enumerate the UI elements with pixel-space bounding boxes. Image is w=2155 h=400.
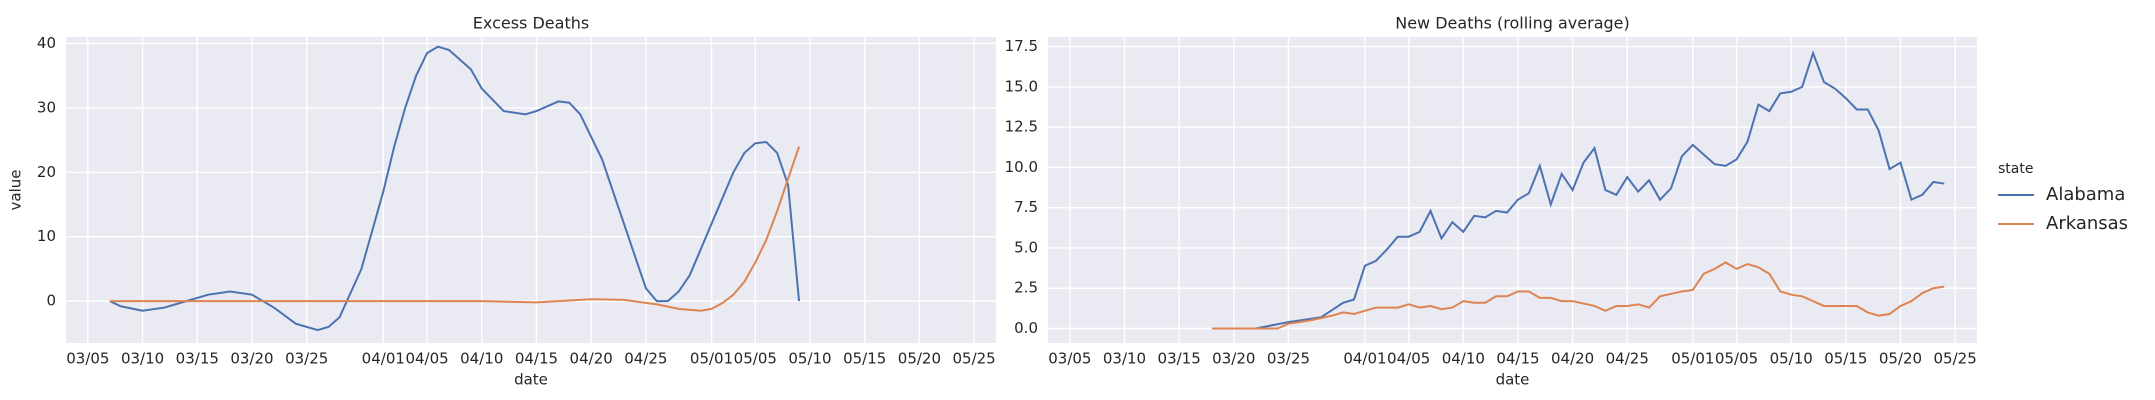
x-tick-label: 04/25	[624, 350, 667, 368]
x-axis-label: date	[514, 371, 548, 389]
x-tick-label: 03/15	[1158, 350, 1201, 368]
x-tick-label: 03/20	[1212, 350, 1255, 368]
y-tick-label: 40	[37, 34, 56, 52]
x-tick-label: 04/25	[1606, 350, 1649, 368]
line-series	[1211, 261, 1945, 330]
x-tick-label: 05/01	[690, 350, 733, 368]
x-tick-label: 03/05	[66, 350, 109, 368]
chart-title: Excess Deaths	[473, 14, 589, 33]
x-tick-label: 04/05	[405, 350, 448, 368]
x-tick-label: 05/05	[1715, 350, 1758, 368]
x-axis-label: date	[1496, 371, 1530, 389]
x-tick-label: 05/05	[734, 350, 777, 368]
plot-area	[66, 37, 996, 343]
x-tick-label: 05/15	[843, 350, 886, 368]
line-series	[109, 45, 801, 332]
x-tick-label: 03/20	[230, 350, 273, 368]
x-tick-label: 03/10	[121, 350, 164, 368]
y-tick-label: 0.0	[1014, 319, 1038, 337]
x-tick-label: 05/01	[1671, 350, 1714, 368]
y-axis-label: value	[7, 170, 25, 211]
x-tick-label: 05/10	[1770, 350, 1813, 368]
x-tick-label: 03/15	[176, 350, 219, 368]
x-tick-label: 03/25	[285, 350, 328, 368]
x-tick-label: 03/25	[1267, 350, 1310, 368]
y-tick-label: 12.5	[1005, 118, 1038, 136]
y-tick-label: 7.5	[1014, 198, 1038, 216]
x-tick-label: 05/20	[1879, 350, 1922, 368]
legend-label: Arkansas	[2046, 213, 2128, 234]
y-tick-label: 20	[37, 163, 56, 181]
x-tick-label: 04/20	[1551, 350, 1594, 368]
x-tick-label: 04/10	[1442, 350, 1485, 368]
y-tick-label: 0	[46, 292, 56, 310]
x-tick-label: 04/10	[460, 350, 503, 368]
x-tick-label: 05/15	[1824, 350, 1867, 368]
line-series	[109, 146, 801, 312]
x-tick-label: 05/10	[788, 350, 831, 368]
plot-area	[1048, 37, 1977, 343]
x-tick-label: 04/15	[1496, 350, 1539, 368]
y-tick-label: 10	[37, 227, 56, 245]
y-tick-label: 17.5	[1005, 37, 1038, 55]
chart-title: New Deaths (rolling average)	[1395, 14, 1630, 33]
x-tick-label: 03/10	[1103, 350, 1146, 368]
legend-label: Alabama	[2046, 184, 2125, 205]
x-tick-label: 04/01	[1343, 350, 1386, 368]
y-tick-label: 10.0	[1005, 158, 1038, 176]
x-tick-label: 05/20	[898, 350, 941, 368]
x-tick-label: 03/05	[1048, 350, 1091, 368]
y-tick-label: 2.5	[1014, 279, 1038, 297]
y-tick-label: 15.0	[1005, 77, 1038, 95]
x-tick-label: 04/01	[362, 350, 405, 368]
legend-title: state	[1998, 161, 2033, 177]
line-series	[1255, 50, 1945, 330]
x-tick-label: 04/20	[570, 350, 613, 368]
y-tick-label: 30	[37, 98, 56, 116]
y-tick-label: 5.0	[1014, 238, 1038, 256]
x-tick-label: 04/05	[1387, 350, 1430, 368]
x-tick-label: 05/25	[1934, 350, 1977, 368]
x-tick-label: 04/15	[515, 350, 558, 368]
x-tick-label: 05/25	[953, 350, 996, 368]
